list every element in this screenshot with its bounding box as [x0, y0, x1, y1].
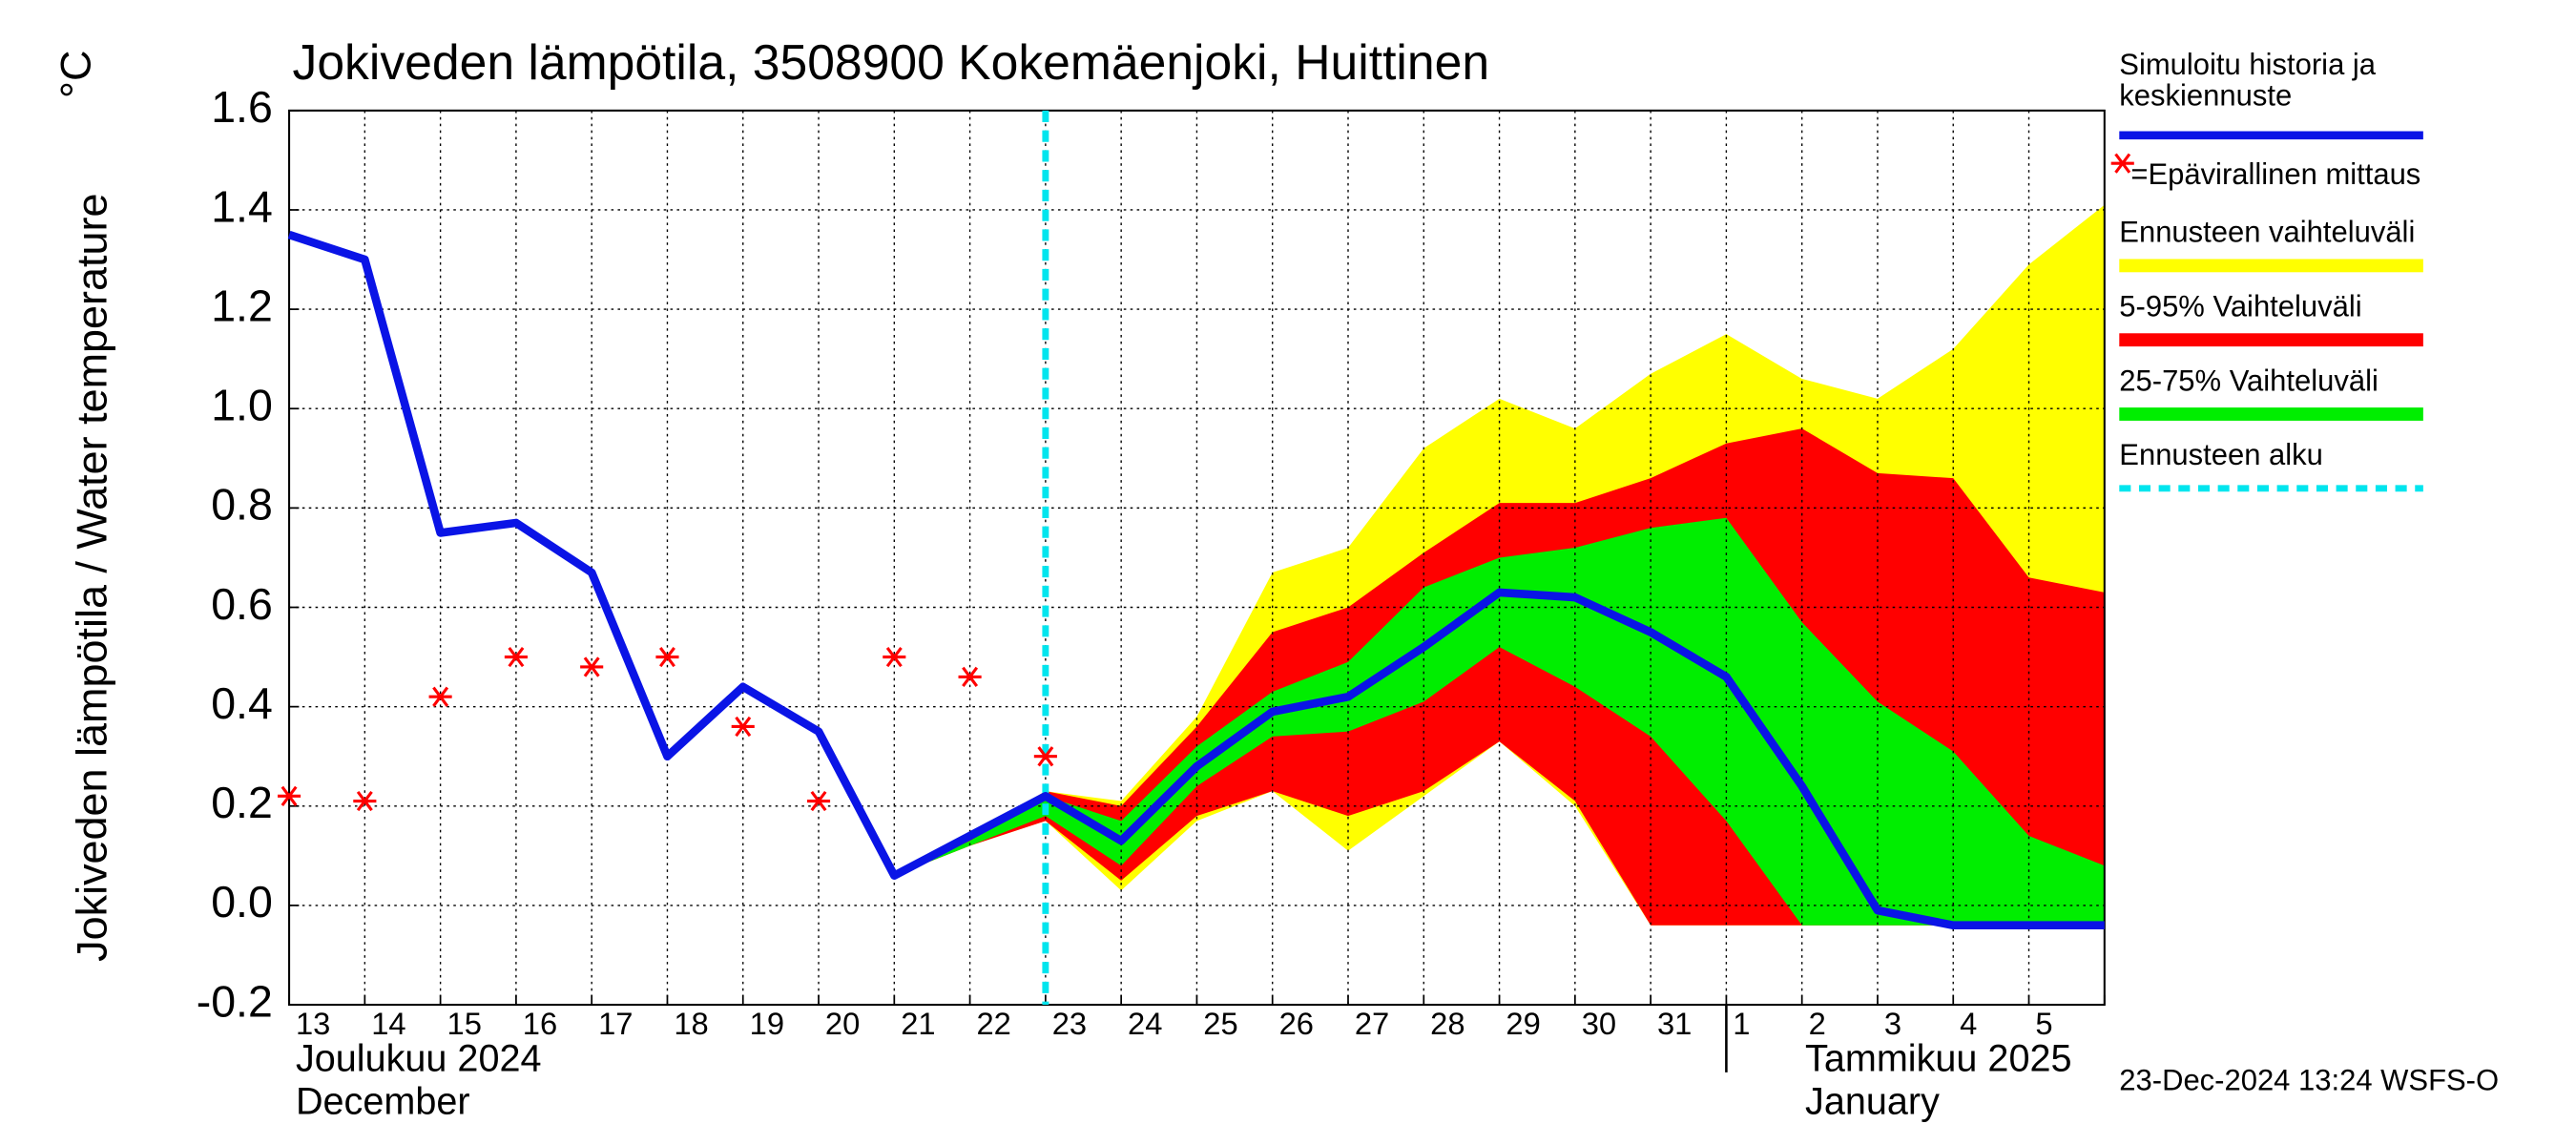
y-tick-label: 1.6	[211, 82, 273, 132]
x-tick-label: 2	[1809, 1006, 1826, 1041]
month-label: Joulukuu 2024	[296, 1037, 542, 1079]
measurement-marker	[655, 646, 679, 668]
measurement-marker	[278, 785, 301, 806]
x-tick-label: 22	[976, 1006, 1010, 1041]
month-label: December	[296, 1080, 470, 1122]
y-tick-label: -0.2	[197, 976, 273, 1026]
month-label: Tammikuu 2025	[1805, 1037, 2071, 1079]
month-label: January	[1805, 1080, 1940, 1122]
chart-title: Jokiveden lämpötila, 3508900 Kokemäenjok…	[293, 34, 1490, 90]
legend-swatch	[2110, 153, 2134, 174]
x-tick-label: 13	[296, 1006, 330, 1041]
x-tick-label: 27	[1355, 1006, 1389, 1041]
measurement-marker	[580, 656, 604, 677]
footer: 23-Dec-2024 13:24 WSFS-O	[2119, 1063, 2499, 1096]
y-axis-label: Jokiveden lämpötila / Water temperature	[68, 194, 116, 962]
y-tick-label: 0.6	[211, 579, 273, 629]
measurement-marker	[504, 646, 528, 668]
legend-label: Ennusteen alku	[2119, 438, 2323, 471]
measurement-marker	[428, 686, 452, 707]
x-tick-label: 3	[1884, 1006, 1901, 1041]
legend-entry: Simuloitu historia ja keskiennuste	[2119, 49, 2377, 113]
y-tick-label: 1.0	[211, 380, 273, 429]
legend-label: Simuloitu historia ja keskiennuste	[2119, 49, 2377, 113]
measurement-marker	[353, 790, 377, 812]
x-tick-label: 5	[2035, 1006, 2052, 1041]
legend-swatch	[2119, 333, 2423, 347]
x-tick-label: 19	[750, 1006, 784, 1041]
measurement-marker	[958, 666, 982, 688]
measurement-marker	[1033, 746, 1057, 767]
legend-swatch	[2119, 259, 2423, 273]
y-tick-label: 1.4	[211, 181, 273, 231]
x-tick-label: 17	[598, 1006, 633, 1041]
legend-swatch	[2119, 407, 2423, 421]
y-axis-unit: °C	[52, 51, 100, 98]
x-tick-label: 20	[825, 1006, 860, 1041]
legend-label: 5-95% Vaihteluväli	[2119, 290, 2361, 323]
plot-frame	[288, 109, 2106, 1007]
x-tick-label: 28	[1430, 1006, 1465, 1041]
measurement-marker	[806, 790, 831, 812]
x-tick-label: 4	[1960, 1006, 1977, 1041]
y-tick-label: 0.4	[211, 678, 273, 728]
x-tick-label: 29	[1506, 1006, 1540, 1041]
y-tick-label: 0.8	[211, 480, 273, 530]
series-line	[287, 230, 2105, 930]
legend-label: Ennusteen vaihteluväli	[2119, 216, 2415, 249]
x-tick-label: 25	[1203, 1006, 1237, 1041]
y-tick-label: 0.0	[211, 877, 273, 926]
x-tick-label: 23	[1052, 1006, 1087, 1041]
x-tick-label: 14	[371, 1006, 405, 1041]
legend-label: 25-75% Vaihteluväli	[2119, 364, 2379, 397]
y-tick-label: 0.2	[211, 778, 273, 827]
x-tick-label: 16	[523, 1006, 557, 1041]
x-tick-label: 15	[447, 1006, 482, 1041]
x-tick-label: 26	[1279, 1006, 1314, 1041]
measurement-marker	[883, 646, 906, 668]
x-tick-label: 18	[674, 1006, 708, 1041]
x-tick-label: 30	[1582, 1006, 1616, 1041]
measurement-marker	[731, 716, 755, 738]
x-tick-label: 31	[1657, 1006, 1692, 1041]
x-tick-label: 1	[1733, 1006, 1750, 1041]
x-tick-label: 21	[901, 1006, 935, 1041]
x-tick-label: 24	[1128, 1006, 1162, 1041]
y-tick-label: 1.2	[211, 281, 273, 330]
legend-label: =Epävirallinen mittaus	[2130, 157, 2420, 191]
